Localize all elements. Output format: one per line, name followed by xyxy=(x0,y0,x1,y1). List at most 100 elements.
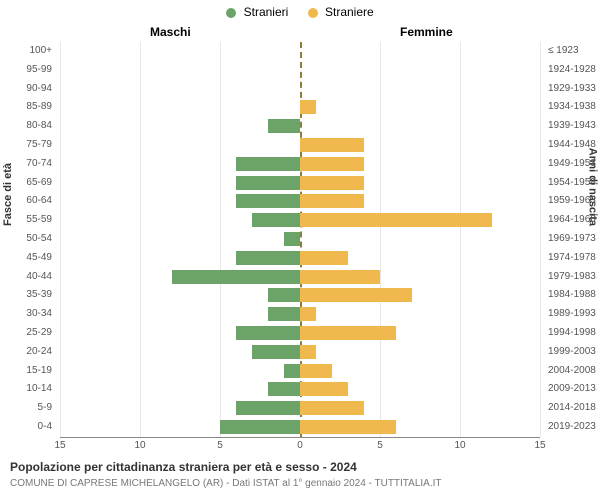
y-labels-birth: ≤ 19231924-19281929-19331934-19381939-19… xyxy=(545,42,600,437)
age-label: 40-44 xyxy=(0,268,55,287)
bar-row xyxy=(60,305,540,324)
population-pyramid-chart: Stranieri Straniere Maschi Femmine Fasce… xyxy=(0,0,600,500)
birthyear-label: 1999-2003 xyxy=(545,343,600,362)
age-label: 100+ xyxy=(0,42,55,61)
bar-male xyxy=(268,119,300,133)
gridline xyxy=(540,42,541,437)
bar-row xyxy=(60,230,540,249)
age-label: 10-14 xyxy=(0,380,55,399)
bar-row xyxy=(60,98,540,117)
bar-male xyxy=(268,382,300,396)
bar-row xyxy=(60,399,540,418)
x-tick-label: 5 xyxy=(377,440,383,451)
age-label: 95-99 xyxy=(0,61,55,80)
age-label: 65-69 xyxy=(0,174,55,193)
plot-area xyxy=(60,42,540,437)
birthyear-label: 1954-1958 xyxy=(545,174,600,193)
birthyear-label: ≤ 1923 xyxy=(545,42,600,61)
bar-row xyxy=(60,324,540,343)
header-femmine: Femmine xyxy=(400,25,453,39)
age-label: 30-34 xyxy=(0,305,55,324)
x-tick-label: 15 xyxy=(534,440,545,451)
chart-title: Popolazione per cittadinanza straniera p… xyxy=(10,460,357,474)
birthyear-label: 1929-1933 xyxy=(545,80,600,99)
bar-row xyxy=(60,192,540,211)
age-label: 5-9 xyxy=(0,399,55,418)
y-labels-age: 100+95-9990-9485-8980-8475-7970-7465-696… xyxy=(0,42,55,437)
birthyear-label: 1939-1943 xyxy=(545,117,600,136)
bar-female xyxy=(300,382,348,396)
legend-label-straniere: Straniere xyxy=(325,5,374,19)
bar-row xyxy=(60,42,540,61)
bar-female xyxy=(300,176,364,190)
bar-female xyxy=(300,138,364,152)
bar-row xyxy=(60,380,540,399)
bar-male xyxy=(236,401,300,415)
bar-row xyxy=(60,418,540,437)
bar-male xyxy=(236,157,300,171)
legend-marker-straniere xyxy=(308,8,318,18)
bar-male xyxy=(284,232,300,246)
bar-female xyxy=(300,270,380,284)
bar-female xyxy=(300,326,396,340)
birthyear-label: 1944-1948 xyxy=(545,136,600,155)
bar-row xyxy=(60,249,540,268)
bar-male xyxy=(172,270,300,284)
age-label: 25-29 xyxy=(0,324,55,343)
bar-row xyxy=(60,268,540,287)
legend-item-straniere: Straniere xyxy=(308,5,374,19)
bar-male xyxy=(236,194,300,208)
bar-female xyxy=(300,194,364,208)
age-label: 35-39 xyxy=(0,286,55,305)
age-label: 75-79 xyxy=(0,136,55,155)
birthyear-label: 1994-1998 xyxy=(545,324,600,343)
bar-male xyxy=(236,251,300,265)
bar-female xyxy=(300,420,396,434)
x-tick-label: 10 xyxy=(134,440,145,451)
age-label: 80-84 xyxy=(0,117,55,136)
bar-row xyxy=(60,286,540,305)
birthyear-label: 2004-2008 xyxy=(545,362,600,381)
age-label: 90-94 xyxy=(0,80,55,99)
legend-item-stranieri: Stranieri xyxy=(226,5,288,19)
header-maschi: Maschi xyxy=(150,25,191,39)
bar-female xyxy=(300,213,492,227)
bar-row xyxy=(60,80,540,99)
legend-label-stranieri: Stranieri xyxy=(244,5,289,19)
age-label: 50-54 xyxy=(0,230,55,249)
age-label: 85-89 xyxy=(0,98,55,117)
age-label: 60-64 xyxy=(0,192,55,211)
bar-male xyxy=(284,364,300,378)
birthyear-label: 1949-1953 xyxy=(545,155,600,174)
birthyear-label: 2014-2018 xyxy=(545,399,600,418)
age-label: 45-49 xyxy=(0,249,55,268)
bar-row xyxy=(60,117,540,136)
birthyear-label: 1934-1938 xyxy=(545,98,600,117)
x-tick-label: 15 xyxy=(54,440,65,451)
bar-male xyxy=(236,176,300,190)
birthyear-label: 1924-1928 xyxy=(545,61,600,80)
bar-female xyxy=(300,251,348,265)
birthyear-label: 2009-2013 xyxy=(545,380,600,399)
x-tick-label: 0 xyxy=(297,440,303,451)
bar-row xyxy=(60,61,540,80)
birthyear-label: 2019-2023 xyxy=(545,418,600,437)
birthyear-label: 1964-1968 xyxy=(545,211,600,230)
x-tick-label: 10 xyxy=(454,440,465,451)
bar-male xyxy=(268,307,300,321)
bar-female xyxy=(300,288,412,302)
bar-male xyxy=(252,213,300,227)
legend-marker-stranieri xyxy=(226,8,236,18)
x-axis xyxy=(60,437,540,438)
bar-male xyxy=(268,288,300,302)
bar-male xyxy=(236,326,300,340)
bar-row xyxy=(60,174,540,193)
age-label: 55-59 xyxy=(0,211,55,230)
bar-female xyxy=(300,307,316,321)
birthyear-label: 1989-1993 xyxy=(545,305,600,324)
birthyear-label: 1974-1978 xyxy=(545,249,600,268)
bar-female xyxy=(300,157,364,171)
age-label: 70-74 xyxy=(0,155,55,174)
bar-female xyxy=(300,401,364,415)
bar-row xyxy=(60,362,540,381)
